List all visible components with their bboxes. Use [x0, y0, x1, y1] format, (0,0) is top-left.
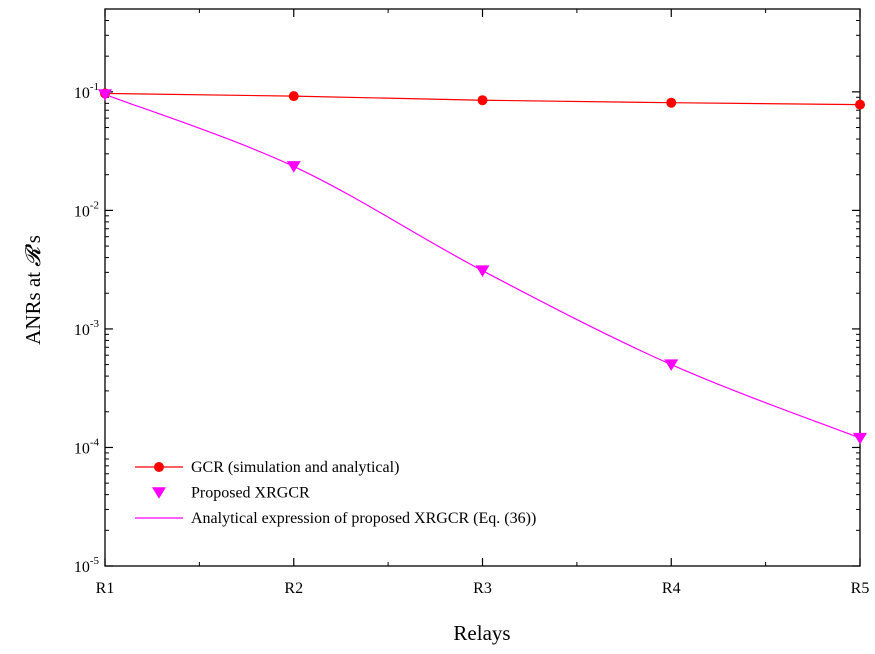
y-tick-base: 10 [74, 559, 90, 576]
legend-swatch-marker [152, 487, 166, 499]
series-1 [100, 88, 865, 110]
legend-swatch-marker [154, 462, 164, 472]
y-tick-base: 10 [74, 203, 90, 220]
legend-item: Analytical expression of proposed XRGCR … [135, 510, 536, 527]
y-tick-exponent: -1 [90, 81, 99, 93]
legend-label: Analytical expression of proposed XRGCR … [191, 510, 536, 527]
y-tick-label: 10-3 [74, 318, 100, 339]
x-tick-label: R4 [662, 580, 681, 597]
data-point [666, 97, 677, 108]
x-tick-label: R3 [473, 580, 492, 597]
data-point [288, 91, 299, 102]
y-tick-base: 10 [74, 85, 90, 102]
y-tick-label: 10-5 [74, 555, 100, 576]
x-tick-label: R1 [96, 580, 115, 597]
y-axis-title-text: ANRs at [21, 267, 45, 345]
series-line [104, 93, 861, 439]
y-tick-label: 10-2 [74, 199, 99, 220]
data-point [477, 95, 488, 106]
axis-ticks [104, 8, 861, 567]
series-layer [98, 88, 867, 445]
y-tick-base: 10 [74, 322, 90, 339]
y-tick-label: 10-1 [74, 81, 99, 102]
data-point [853, 432, 867, 445]
y-tick-exponent: -2 [90, 199, 99, 211]
legend-label: Proposed XRGCR [191, 485, 310, 502]
y-tick-exponent: -3 [90, 318, 100, 330]
x-tick-labels: R1 R2 R3 R4 R5 [96, 580, 870, 597]
legend-label: GCR (simulation and analytical) [191, 459, 399, 476]
y-tick-labels: 10-110-210-310-410-5 [74, 81, 100, 576]
x-axis-title: Relays [453, 621, 510, 645]
y-axis-title-symbol: 𝓡 [21, 244, 45, 267]
y-tick-label: 10-4 [74, 436, 100, 457]
plot-frame [104, 8, 861, 567]
series-2 [98, 89, 867, 445]
data-point [855, 99, 865, 110]
y-axis-title-suffix: 's [21, 235, 45, 247]
legend: GCR (simulation and analytical) Proposed … [135, 459, 536, 527]
y-tick-base: 10 [74, 440, 90, 457]
legend-item: GCR (simulation and analytical) [135, 459, 399, 476]
series-3 [104, 93, 861, 439]
x-tick-label: R2 [284, 580, 303, 597]
x-tick-label: R5 [851, 580, 870, 597]
y-tick-exponent: -4 [90, 436, 100, 448]
y-axis-title: ANRs at 𝓡's [21, 235, 45, 345]
legend-item: Proposed XRGCR [152, 485, 310, 502]
y-tick-exponent: -5 [90, 555, 100, 567]
